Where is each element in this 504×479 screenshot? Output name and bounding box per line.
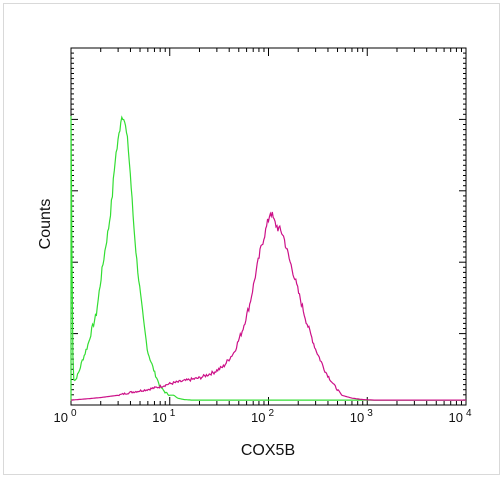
x-tick-label: 10 4 xyxy=(448,408,471,425)
x-tick-label: 10 3 xyxy=(350,408,373,425)
x-tick-labels: 10 0 10 1 10 2 10 3 10 4 xyxy=(53,408,471,425)
series-line-1 xyxy=(70,115,466,401)
series-line-2 xyxy=(71,211,466,401)
x-tick-label: 10 0 xyxy=(53,408,76,425)
y-axis-label: Counts xyxy=(37,199,54,250)
x-tick-label: 10 1 xyxy=(152,408,175,425)
x-tick-label: 10 2 xyxy=(251,408,274,425)
chart-axes xyxy=(70,47,467,406)
chart-frame xyxy=(3,3,500,475)
x-axis-label: COX5B xyxy=(241,442,295,459)
plot-area xyxy=(70,115,466,401)
plot-border xyxy=(70,47,467,406)
